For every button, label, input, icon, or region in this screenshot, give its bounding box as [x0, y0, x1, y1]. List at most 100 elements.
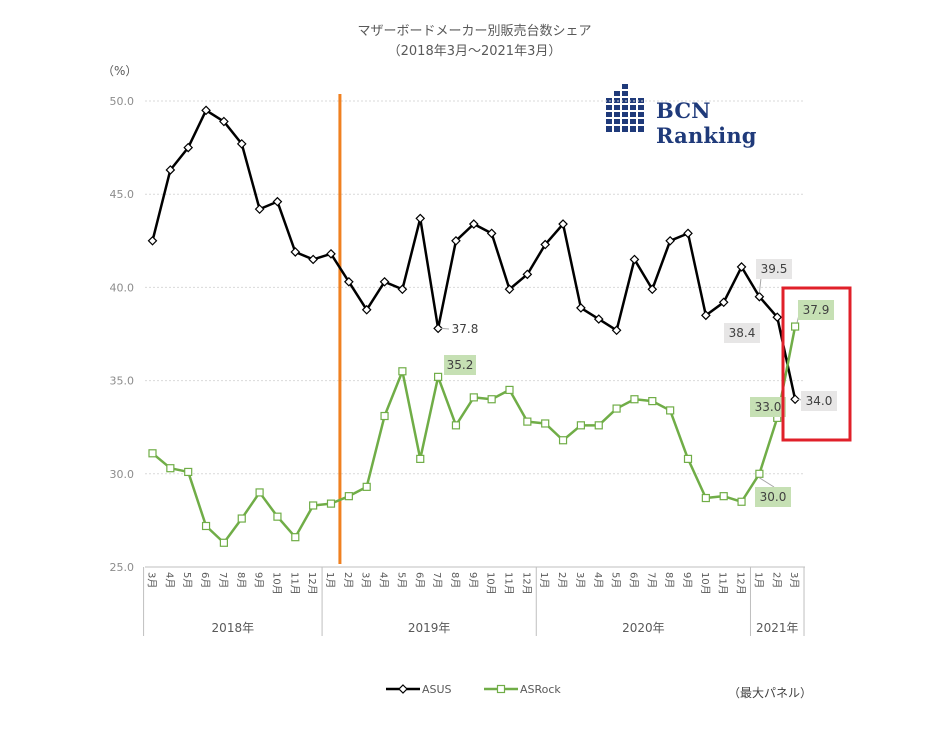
data-point-asus [665, 235, 675, 246]
data-point-asus [522, 269, 533, 280]
x-tick-label: 9月 [253, 572, 265, 588]
data-point-asrock [683, 454, 693, 463]
chart-title: マザーボードメーカー別販売台数シェア [357, 24, 592, 39]
x-tick-label: 10月 [699, 572, 711, 595]
data-point-asus [558, 219, 568, 229]
data-point-asus [593, 314, 604, 324]
data-point-asus [379, 276, 390, 287]
data-point-asrock [576, 421, 586, 430]
x-tick-label: 9月 [681, 572, 693, 588]
data-point-asrock [541, 419, 550, 428]
year-label: 2021年 [756, 621, 799, 635]
data-point-asrock [237, 514, 246, 523]
y-tick-label: 25.0 [110, 561, 135, 574]
data-point-asus [344, 276, 354, 287]
data-point-asus [201, 105, 211, 116]
x-tick-label: 9月 [467, 572, 479, 588]
data-point-asus [415, 213, 426, 224]
x-tick-label: 2月 [556, 572, 568, 588]
data-point-asrock [701, 493, 710, 503]
legend-label: ASRock [520, 683, 561, 696]
data-point-asrock [790, 322, 800, 331]
legend-marker [496, 684, 506, 694]
data-label: 37.9 [803, 303, 830, 317]
x-tick-label: 12月 [735, 572, 747, 595]
x-tick-label: 8月 [235, 572, 247, 588]
data-point-asus [397, 284, 408, 295]
x-tick-label: 8月 [449, 572, 461, 588]
data-point-asus [772, 312, 783, 323]
x-tick-label: 11月 [503, 572, 515, 595]
data-point-asrock [344, 492, 353, 501]
data-point-asus [326, 248, 336, 259]
x-tick-label: 11月 [288, 572, 300, 595]
data-point-asus [219, 116, 229, 127]
data-point-asrock [184, 467, 193, 477]
x-tick-label: 3月 [574, 572, 586, 588]
data-point-asus [504, 284, 515, 295]
data-point-asus [647, 284, 658, 295]
data-point-asus [790, 394, 800, 405]
data-point-asrock [505, 385, 514, 395]
x-tick-label: 12月 [520, 572, 532, 595]
x-tick-label: 6月 [413, 572, 425, 588]
data-point-asrock [648, 397, 657, 406]
data-point-asrock [434, 372, 443, 381]
data-label-box [801, 391, 837, 411]
x-tick-label: 5月 [181, 572, 193, 588]
x-tick-label: 3月 [360, 572, 372, 588]
data-point-asus [183, 142, 194, 153]
highlight-box [781, 286, 852, 442]
data-point-asus [433, 323, 443, 334]
data-label: 35.2 [447, 358, 474, 372]
data-label-box [798, 300, 834, 320]
data-point-asus [486, 228, 497, 239]
chart-subtitle: （2018年3月～2021年3月） [387, 44, 562, 59]
data-point-asus [236, 139, 247, 149]
data-point-asus [701, 310, 711, 321]
x-tick-label: 10月 [485, 572, 497, 595]
y-tick-label: 30.0 [110, 468, 135, 481]
data-point-asrock [309, 501, 318, 510]
data-point-asrock [398, 367, 407, 376]
year-label: 2020年 [622, 621, 665, 635]
bcn-logo-text: BCN Ranking [656, 98, 757, 148]
data-point-asrock [737, 497, 746, 506]
data-point-asrock [380, 411, 389, 421]
x-tick-label: 2月 [770, 572, 782, 588]
data-label-box [750, 397, 786, 417]
y-tick-label: 50.0 [110, 95, 135, 108]
x-tick-label: 3月 [788, 572, 800, 588]
data-point-asus [165, 165, 176, 175]
data-label-box [724, 323, 760, 343]
label-leader [758, 277, 762, 293]
data-point-asrock [451, 421, 461, 430]
data-label: 37.8 [452, 322, 479, 336]
data-point-asus [683, 228, 693, 239]
data-point-asrock [523, 417, 532, 426]
x-tick-label: 1月 [752, 572, 764, 588]
data-point-asrock [255, 488, 264, 497]
x-tick-label: 11月 [717, 572, 729, 595]
data-label-box [755, 487, 791, 507]
data-point-asrock [201, 521, 211, 531]
data-point-asus [718, 297, 729, 308]
data-point-asrock [362, 482, 371, 491]
data-point-asus [736, 262, 747, 272]
data-label-box [444, 355, 476, 375]
x-tick-label: 2月 [342, 572, 354, 588]
data-point-asrock [166, 464, 175, 473]
data-point-asrock [416, 454, 425, 463]
x-tick-label: 6月 [627, 572, 639, 588]
data-point-asrock [487, 395, 496, 404]
legend-marker [398, 684, 408, 694]
y-tick-label: 45.0 [110, 188, 135, 201]
data-point-asrock [558, 436, 568, 445]
label-leader [441, 327, 450, 330]
data-point-asus [308, 254, 318, 265]
data-point-asrock [469, 393, 478, 402]
x-tick-label: 10月 [270, 572, 282, 595]
data-point-asrock [594, 421, 603, 430]
data-point-asrock [291, 533, 300, 542]
data-point-asus [254, 204, 265, 214]
